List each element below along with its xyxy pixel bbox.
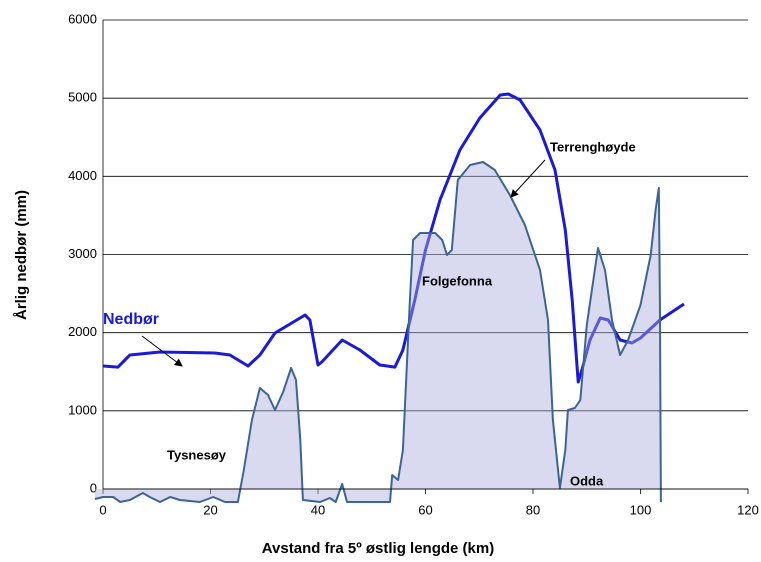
x-tick-label: 80 bbox=[526, 502, 540, 517]
arrow bbox=[510, 159, 546, 198]
arrow bbox=[141, 335, 183, 367]
x-tick-label: 100 bbox=[630, 502, 652, 517]
y-tick-label: 6000 bbox=[68, 11, 97, 26]
area bbox=[94, 162, 661, 502]
x-tick-label: 20 bbox=[203, 502, 217, 517]
x-tick-label: 0 bbox=[99, 502, 106, 517]
y-tick-label: 0 bbox=[90, 480, 97, 495]
x-tick-label: 60 bbox=[418, 502, 432, 517]
series-label: Terrenghøyde bbox=[550, 139, 636, 154]
line bbox=[94, 161, 662, 503]
x-tick-label: 40 bbox=[311, 502, 325, 517]
y-tick-label: 1000 bbox=[68, 402, 97, 417]
x-tick-label: 120 bbox=[737, 502, 759, 517]
annotation: Odda bbox=[570, 473, 604, 488]
x-axis-label: Avstand fra 5º østlig lengde (km) bbox=[262, 540, 494, 557]
series-label: Nedbør bbox=[103, 311, 159, 328]
y-tick-label: 5000 bbox=[68, 90, 97, 105]
y-axis-label: Årlig nedbør (mm) bbox=[13, 190, 30, 320]
line bbox=[102, 92, 685, 384]
y-tick-label: 2000 bbox=[68, 324, 97, 339]
y-tick-label: 3000 bbox=[68, 246, 97, 261]
y-tick-label: 4000 bbox=[68, 168, 97, 183]
annotation: Tysnesøy bbox=[167, 447, 227, 462]
annotation: Folgefonna bbox=[422, 273, 493, 288]
